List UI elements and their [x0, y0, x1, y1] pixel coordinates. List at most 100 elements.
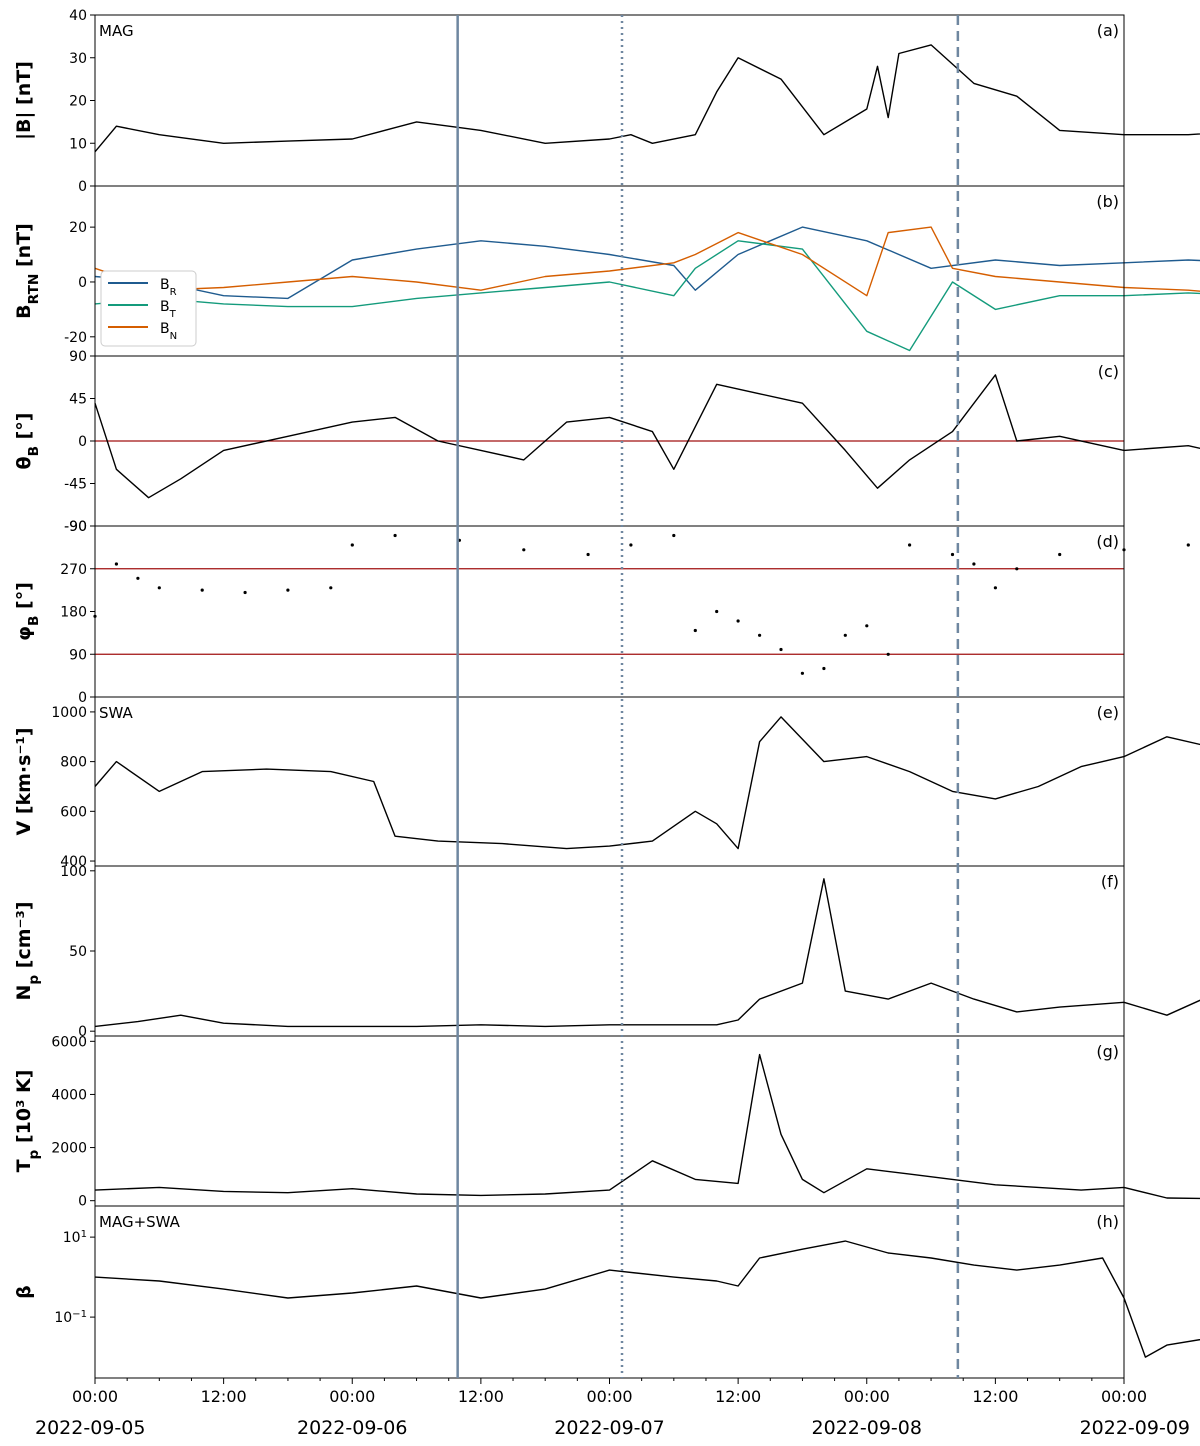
ytick-label-b-0: -20	[64, 330, 87, 346]
xtick-time-5: 12:00	[715, 1387, 761, 1406]
point-d-28	[993, 586, 998, 590]
ytick-label-a-3: 30	[69, 51, 87, 67]
ytick-label-d-3: 270	[60, 562, 87, 578]
point-d-14	[672, 533, 676, 538]
ytick-label-c-3: 45	[69, 392, 87, 408]
ytick-label-a-2: 20	[69, 94, 87, 110]
panel-frame-f	[94, 865, 1125, 1037]
ytick-label-f-2: 100	[60, 864, 87, 880]
series-line-f-0	[94, 878, 1200, 1028]
point-d-3	[157, 586, 161, 590]
point-d-30	[1058, 552, 1062, 557]
xtick-date-0: 2022-09-05	[35, 1417, 145, 1439]
series-line-b-1	[94, 240, 1200, 352]
point-d-15	[693, 628, 697, 633]
panel-label-f: (f)	[1101, 872, 1119, 891]
ylabel-c: θB [°]	[13, 413, 42, 470]
xtick-date-8: 2022-09-09	[1080, 1417, 1190, 1439]
panel-frame-g	[94, 1035, 1125, 1207]
panel-label-c: (c)	[1098, 362, 1119, 381]
point-d-25	[908, 543, 912, 547]
point-d-22	[843, 633, 847, 637]
point-d-27	[972, 562, 976, 566]
series-line-b-0	[94, 226, 1200, 300]
ytick-label-c-1: -45	[64, 477, 87, 493]
panel-frame-d	[94, 525, 1125, 698]
series-line-c-0	[94, 374, 1200, 499]
point-d-23	[865, 624, 869, 628]
ytick-label-f-1: 50	[69, 944, 87, 960]
ytick-label-e-2: 800	[60, 755, 87, 771]
panel-label-h: (h)	[1096, 1212, 1119, 1231]
ytick-label-g-0: 0	[78, 1194, 87, 1210]
panel-label-d: (d)	[1096, 532, 1119, 551]
ytick-label-b-2: 20	[69, 220, 87, 236]
ytick-label-d-0: 0	[78, 690, 87, 706]
ylabel-h: β	[13, 1285, 35, 1299]
point-d-11	[522, 548, 526, 552]
panel-c: -90 -45 0 45 90 θB [°] (c)	[13, 349, 1200, 535]
ytick-label-c-4: 90	[69, 349, 87, 365]
point-d-26	[950, 552, 955, 557]
point-d-29	[1015, 567, 1019, 571]
xtick-time-4: 00:00	[586, 1387, 632, 1406]
series-line-a-0	[94, 44, 1200, 153]
panel-label-g: (g)	[1096, 1042, 1119, 1061]
series-line-g-0	[94, 1053, 1200, 1200]
xtick-date-6: 2022-09-08	[812, 1417, 922, 1439]
panel-frame-e	[94, 696, 1125, 867]
xtick-time-0: 00:00	[72, 1387, 118, 1406]
ytick-label-b-1: 0	[78, 275, 87, 291]
panel-f: 0 50 100 Np [cm⁻³] (f)	[13, 864, 1200, 1040]
series-line-e-0	[94, 716, 1200, 850]
xtick-time-6: 00:00	[844, 1387, 890, 1406]
ytick-label-d-1: 90	[69, 647, 87, 663]
point-d-24	[886, 652, 890, 656]
ytick-label-h-1: 101	[63, 1229, 87, 1247]
xtick-time-1: 12:00	[201, 1387, 247, 1406]
ylabel-a: |B| [nT]	[13, 61, 35, 140]
point-d-12	[586, 552, 590, 557]
point-d-17	[736, 619, 740, 623]
ytick-label-g-2: 4000	[51, 1087, 87, 1103]
ytick-label-f-0: 0	[78, 1024, 87, 1040]
ytick-label-e-1: 600	[60, 804, 87, 820]
panel-h: 10−1 101 β (h) MAG+SWA	[13, 1205, 1200, 1379]
ytick-label-h-0: 10−1	[54, 1309, 87, 1327]
panel-frame-a	[94, 14, 1125, 187]
ylabel-g: Tp [10³ K]	[13, 1070, 42, 1173]
panel-label-a: (a)	[1097, 21, 1119, 40]
xtick-time-7: 12:00	[972, 1387, 1018, 1406]
ytick-label-e-0: 400	[60, 854, 87, 870]
panel-a: 0 10 20 30 40 |B| [nT] (a) MAG	[13, 8, 1200, 195]
point-d-16	[715, 609, 719, 614]
point-d-6	[286, 588, 290, 592]
point-d-9	[393, 533, 397, 538]
instrument-label-e: SWA	[99, 704, 134, 722]
point-d-20	[800, 671, 805, 675]
ytick-label-g-3: 6000	[51, 1034, 87, 1050]
x-axis: 00:00 2022-09-05 12:00 00:00 2022-09-06 12:00…	[35, 1378, 1190, 1439]
panel-d: 0 90 180 270 -90 φB [°] (d)	[13, 519, 1190, 706]
point-d-32	[1186, 543, 1190, 547]
point-d-19	[779, 647, 783, 652]
ytick-label-c-0: -90	[64, 519, 87, 535]
xtick-time-2: 00:00	[329, 1387, 375, 1406]
xtick-time-8: 00:00	[1101, 1387, 1147, 1406]
ytick-label-e-3: 1000	[51, 705, 87, 721]
ytick-label-c-2: 0	[78, 434, 87, 450]
ylabel-f: Np [cm⁻³]	[13, 901, 42, 1000]
panel-label-e: (e)	[1097, 703, 1119, 722]
point-d-1	[114, 562, 118, 566]
ytick-label-a-0: 0	[78, 179, 87, 195]
point-d-21	[822, 666, 826, 671]
xtick-date-2: 2022-09-06	[297, 1417, 407, 1439]
point-d-4	[200, 588, 204, 592]
instrument-label-h: MAG+SWA	[99, 1213, 181, 1231]
ytick-label-a-1: 10	[69, 136, 87, 152]
scatter-d	[93, 533, 1190, 675]
series-line-b-2	[94, 226, 1200, 297]
